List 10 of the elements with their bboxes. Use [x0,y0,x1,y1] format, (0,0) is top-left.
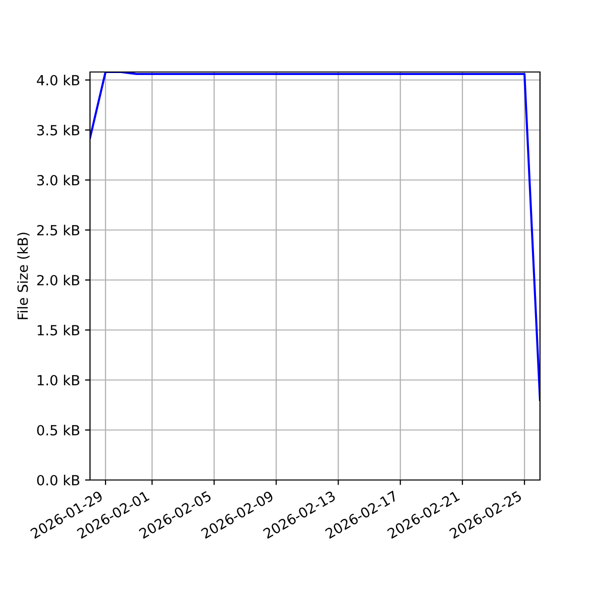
y-tick-label: 0.0 kB [37,474,80,486]
y-tick-label: 1.0 kB [38,374,80,386]
y-tick-label: 2.5 kB [37,224,80,236]
y-tick-label: 3.5 kB [37,124,80,136]
y-tick-label: 0.5 kB [37,424,80,436]
y-tick-label: 2.0 kB [37,274,80,286]
y-axis-title: File Size (kB) [17,232,30,320]
y-tick-label: 4.0 kB [36,74,80,86]
y-tick-label: 1.5 kB [38,324,80,336]
y-tick-label: 3.0 kB [37,174,80,186]
